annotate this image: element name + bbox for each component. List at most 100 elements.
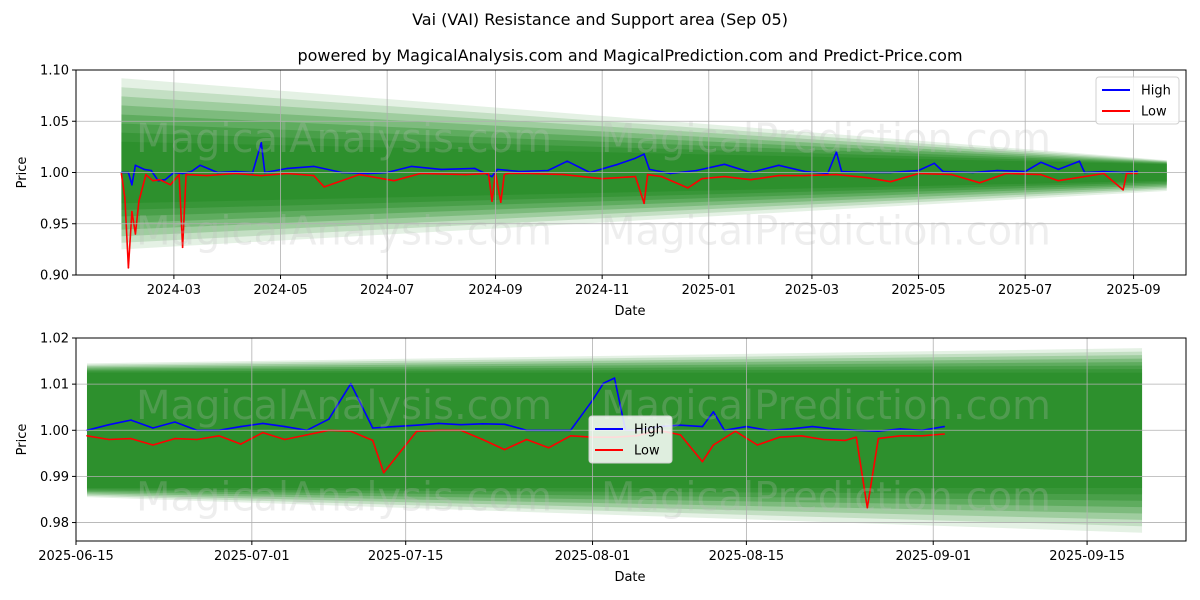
data-point-low [899,435,902,437]
data-point-low [371,439,374,442]
data-point-low [1125,172,1128,175]
data-point-high [312,165,315,168]
data-point-high [240,425,242,428]
watermark-left-2: MagicalAnalysis.com [136,475,552,521]
data-point-high [835,151,838,153]
x-tick-label: 2025-07-01 [214,549,290,564]
x-tick-label: 2025-09-15 [1049,549,1125,564]
data-point-low [855,436,858,439]
data-point-low [120,172,123,175]
data-point-high [519,170,521,173]
data-point-low [174,437,176,440]
y-axis-label: Price [15,424,30,456]
plot-frame [75,337,1187,542]
data-point-low [547,447,550,449]
x-tick-label: 2025-08-15 [709,549,785,564]
data-point-high [152,427,154,429]
legend-box [1095,76,1180,125]
data-point-high [648,168,651,171]
data-point-high [1136,170,1138,173]
legend-label-low: Low [634,444,660,459]
data-point-low [634,175,637,178]
data-point-low [393,458,396,460]
data-point-low [196,438,198,441]
data-point-low [1136,172,1138,175]
band-layer-4 [121,114,1167,224]
data-point-low [206,174,208,177]
watermark-right: MagicalPrediction.com [601,116,1051,162]
data-point-low [804,174,806,177]
legend: High Low [588,415,673,464]
data-point-high [566,160,568,162]
data-point-low [169,184,172,186]
data-point-high [933,162,936,165]
data-point-low [835,173,838,176]
data-point-high [617,163,619,166]
y-tick-label: 1.00 [40,166,69,181]
data-point-low [130,437,132,440]
data-point-high [174,421,176,423]
x-tick-label: 2025-09 [1106,283,1160,298]
data-point-low [1005,172,1007,175]
data-point-low [978,182,981,184]
data-point-low [844,439,847,442]
x-axis-label: Date [614,304,645,319]
data-point-low [679,434,682,436]
data-point-high [130,419,132,421]
data-point-low [646,173,649,176]
data-point-high [108,423,110,426]
x-tick-label: 2025-03 [785,283,839,298]
data-point-high [181,172,184,175]
chart-title: Vai (VAI) Resistance and Support area (S… [412,10,788,29]
data-point-high [701,425,704,428]
data-point-high [410,165,413,168]
top-panel: MagicalAnalysis.com MagicalPrediction.com… [15,64,1187,319]
data-point-high [942,170,944,173]
data-point-high [367,172,369,175]
x-tick-label: 2025-08-01 [555,549,631,564]
data-point-low [350,430,352,433]
data-point-high [328,418,330,421]
data-point-high [811,425,814,428]
data-point-high [371,427,374,429]
data-point-low [145,173,147,176]
data-point-high [1103,170,1105,173]
watermark-right-2: MagicalPrediction.com [601,208,1051,254]
data-point-low [108,438,110,441]
data-point-low [152,444,154,446]
data-point-high [262,422,264,425]
x-tick-label: 2025-01 [682,283,736,298]
data-point-low [234,172,236,175]
y-tick-label: 1.02 [40,332,69,347]
data-point-low [734,430,737,433]
data-point-low [419,172,422,175]
data-point-high [496,168,499,171]
data-point-high [491,175,493,178]
x-tick-label: 2024-07 [360,283,414,298]
data-point-high [150,169,152,172]
data-point-low [687,187,689,189]
data-point-low [152,179,154,182]
data-point-high [634,157,637,159]
data-point-low [134,233,137,235]
legend-label-high: High [1141,84,1171,99]
data-point-high [284,425,286,428]
data-point-high [393,425,396,428]
data-point-low [749,178,752,181]
data-point-low [487,172,490,175]
y-tick-label: 1.01 [40,378,69,393]
data-point-low [778,436,781,439]
data-point-low [500,201,502,203]
data-point-low [660,175,663,178]
x-axis-label: Date [614,570,645,585]
data-point-low [240,443,242,445]
data-point-low [1057,179,1060,182]
x-tick-label: 2025-09-01 [895,549,971,564]
data-point-high [1078,160,1081,162]
band-layer-2 [121,96,1167,237]
y-tick-label: 1.00 [40,424,69,439]
data-point-high [643,153,645,155]
data-point-low [138,200,140,202]
data-point-low [323,186,326,188]
data-point-high [481,423,484,425]
